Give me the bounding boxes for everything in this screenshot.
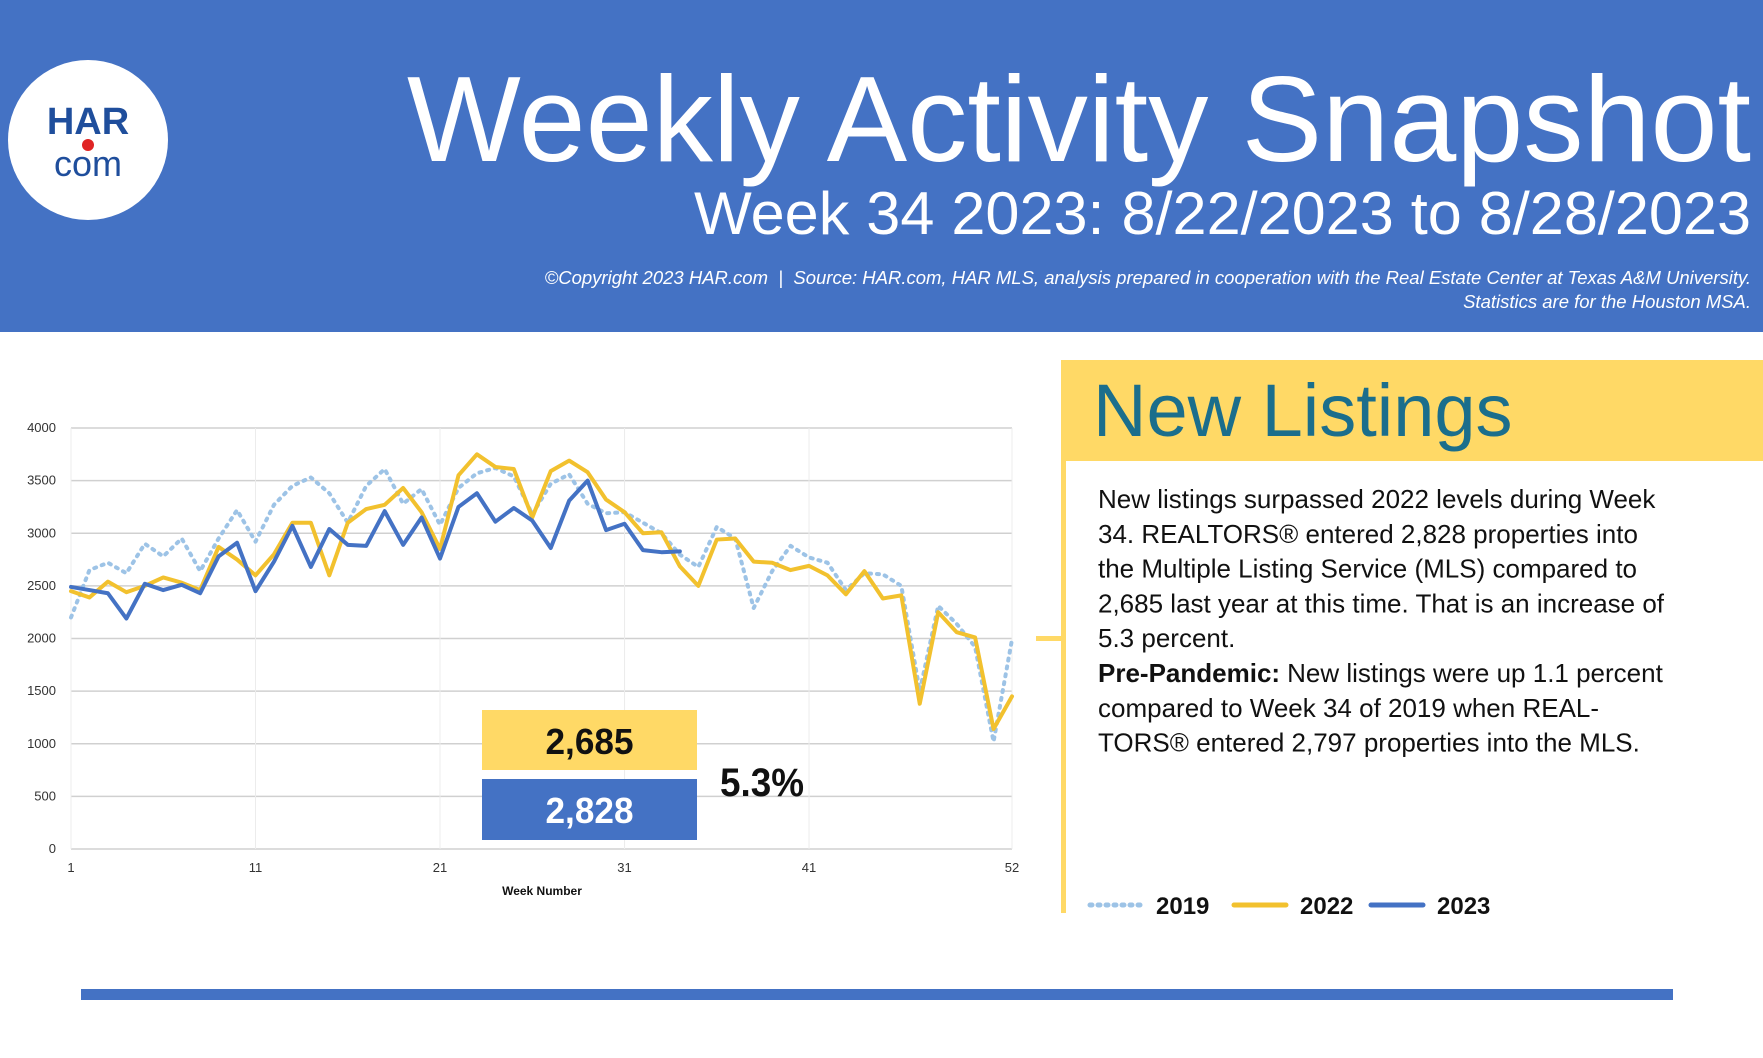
x-tick-label: 11 [249,860,263,875]
logo-top: HAR [47,101,129,143]
panel-text-line: New listings surpassed 2022 levels durin… [1098,484,1656,514]
y-tick-label: 1000 [27,736,56,751]
panel-text-line: 2,685 last year at this time. That is an… [1098,588,1665,618]
panel-heading-band [1061,360,1763,461]
x-tick-label: 31 [617,860,631,875]
callout-label: 2,685 [546,721,634,762]
series-line [69,478,682,621]
y-tick-label: 3500 [27,473,56,488]
source-line: ©Copyright 2023 HAR.com | Source: HAR.co… [545,267,1751,288]
title: Weekly Activity Snapshot [407,51,1751,187]
legend-label: 2023 [1437,893,1490,920]
y-tick-label: 3000 [27,525,56,540]
subtitle: Week 34 2023: 8/22/2023 to 8/28/2023 [694,180,1751,247]
callout-label: 2,828 [546,790,634,831]
y-tick-label: 2000 [27,631,56,646]
callout-box [482,710,697,770]
panel-text-line: compared to Week 34 of 2019 when REAL- [1098,693,1599,723]
panel-text: New listings were up 1.1 percent [1287,658,1664,688]
footer-bar [81,989,1673,1000]
y-tick-label: 1500 [27,683,56,698]
logo-dot [82,139,94,151]
logo-bottom: com [54,143,122,184]
x-tick-label: 41 [802,860,816,875]
panel-lead: Pre-Pandemic: [1098,658,1280,688]
series-line [69,452,1014,732]
callout-box [482,779,697,840]
panel-heading: New Listings [1093,369,1513,452]
header-band [0,0,1763,332]
panel-connector [1036,636,1064,641]
panel-text-line: TORS® entered 2,797 properties into the … [1098,728,1640,758]
x-axis-label: Week Number [502,884,582,898]
panel-text-line: 34. REALTORS® entered 2,828 properties i… [1098,519,1638,549]
change-label: 5.3% [720,761,804,805]
x-tick-label: 21 [433,860,447,875]
legend-label: 2019 [1156,893,1209,920]
y-tick-label: 500 [34,788,56,803]
x-tick-label: 52 [1005,860,1019,875]
legend-label: 2022 [1300,893,1353,920]
y-tick-label: 4000 [27,420,56,435]
y-tick-label: 2500 [27,578,56,593]
panel-text-line: 5.3 percent. [1098,623,1235,653]
source-line: Statistics are for the Houston MSA. [1463,291,1751,312]
series-line [69,465,1014,744]
x-tick-label: 1 [67,860,74,875]
panel-text-line: the Multiple Listing Service (MLS) compa… [1098,554,1637,584]
panel-text-line: Pre-Pandemic: New listings were up 1.1 pe… [1098,658,1664,688]
y-tick-label: 0 [49,841,56,856]
